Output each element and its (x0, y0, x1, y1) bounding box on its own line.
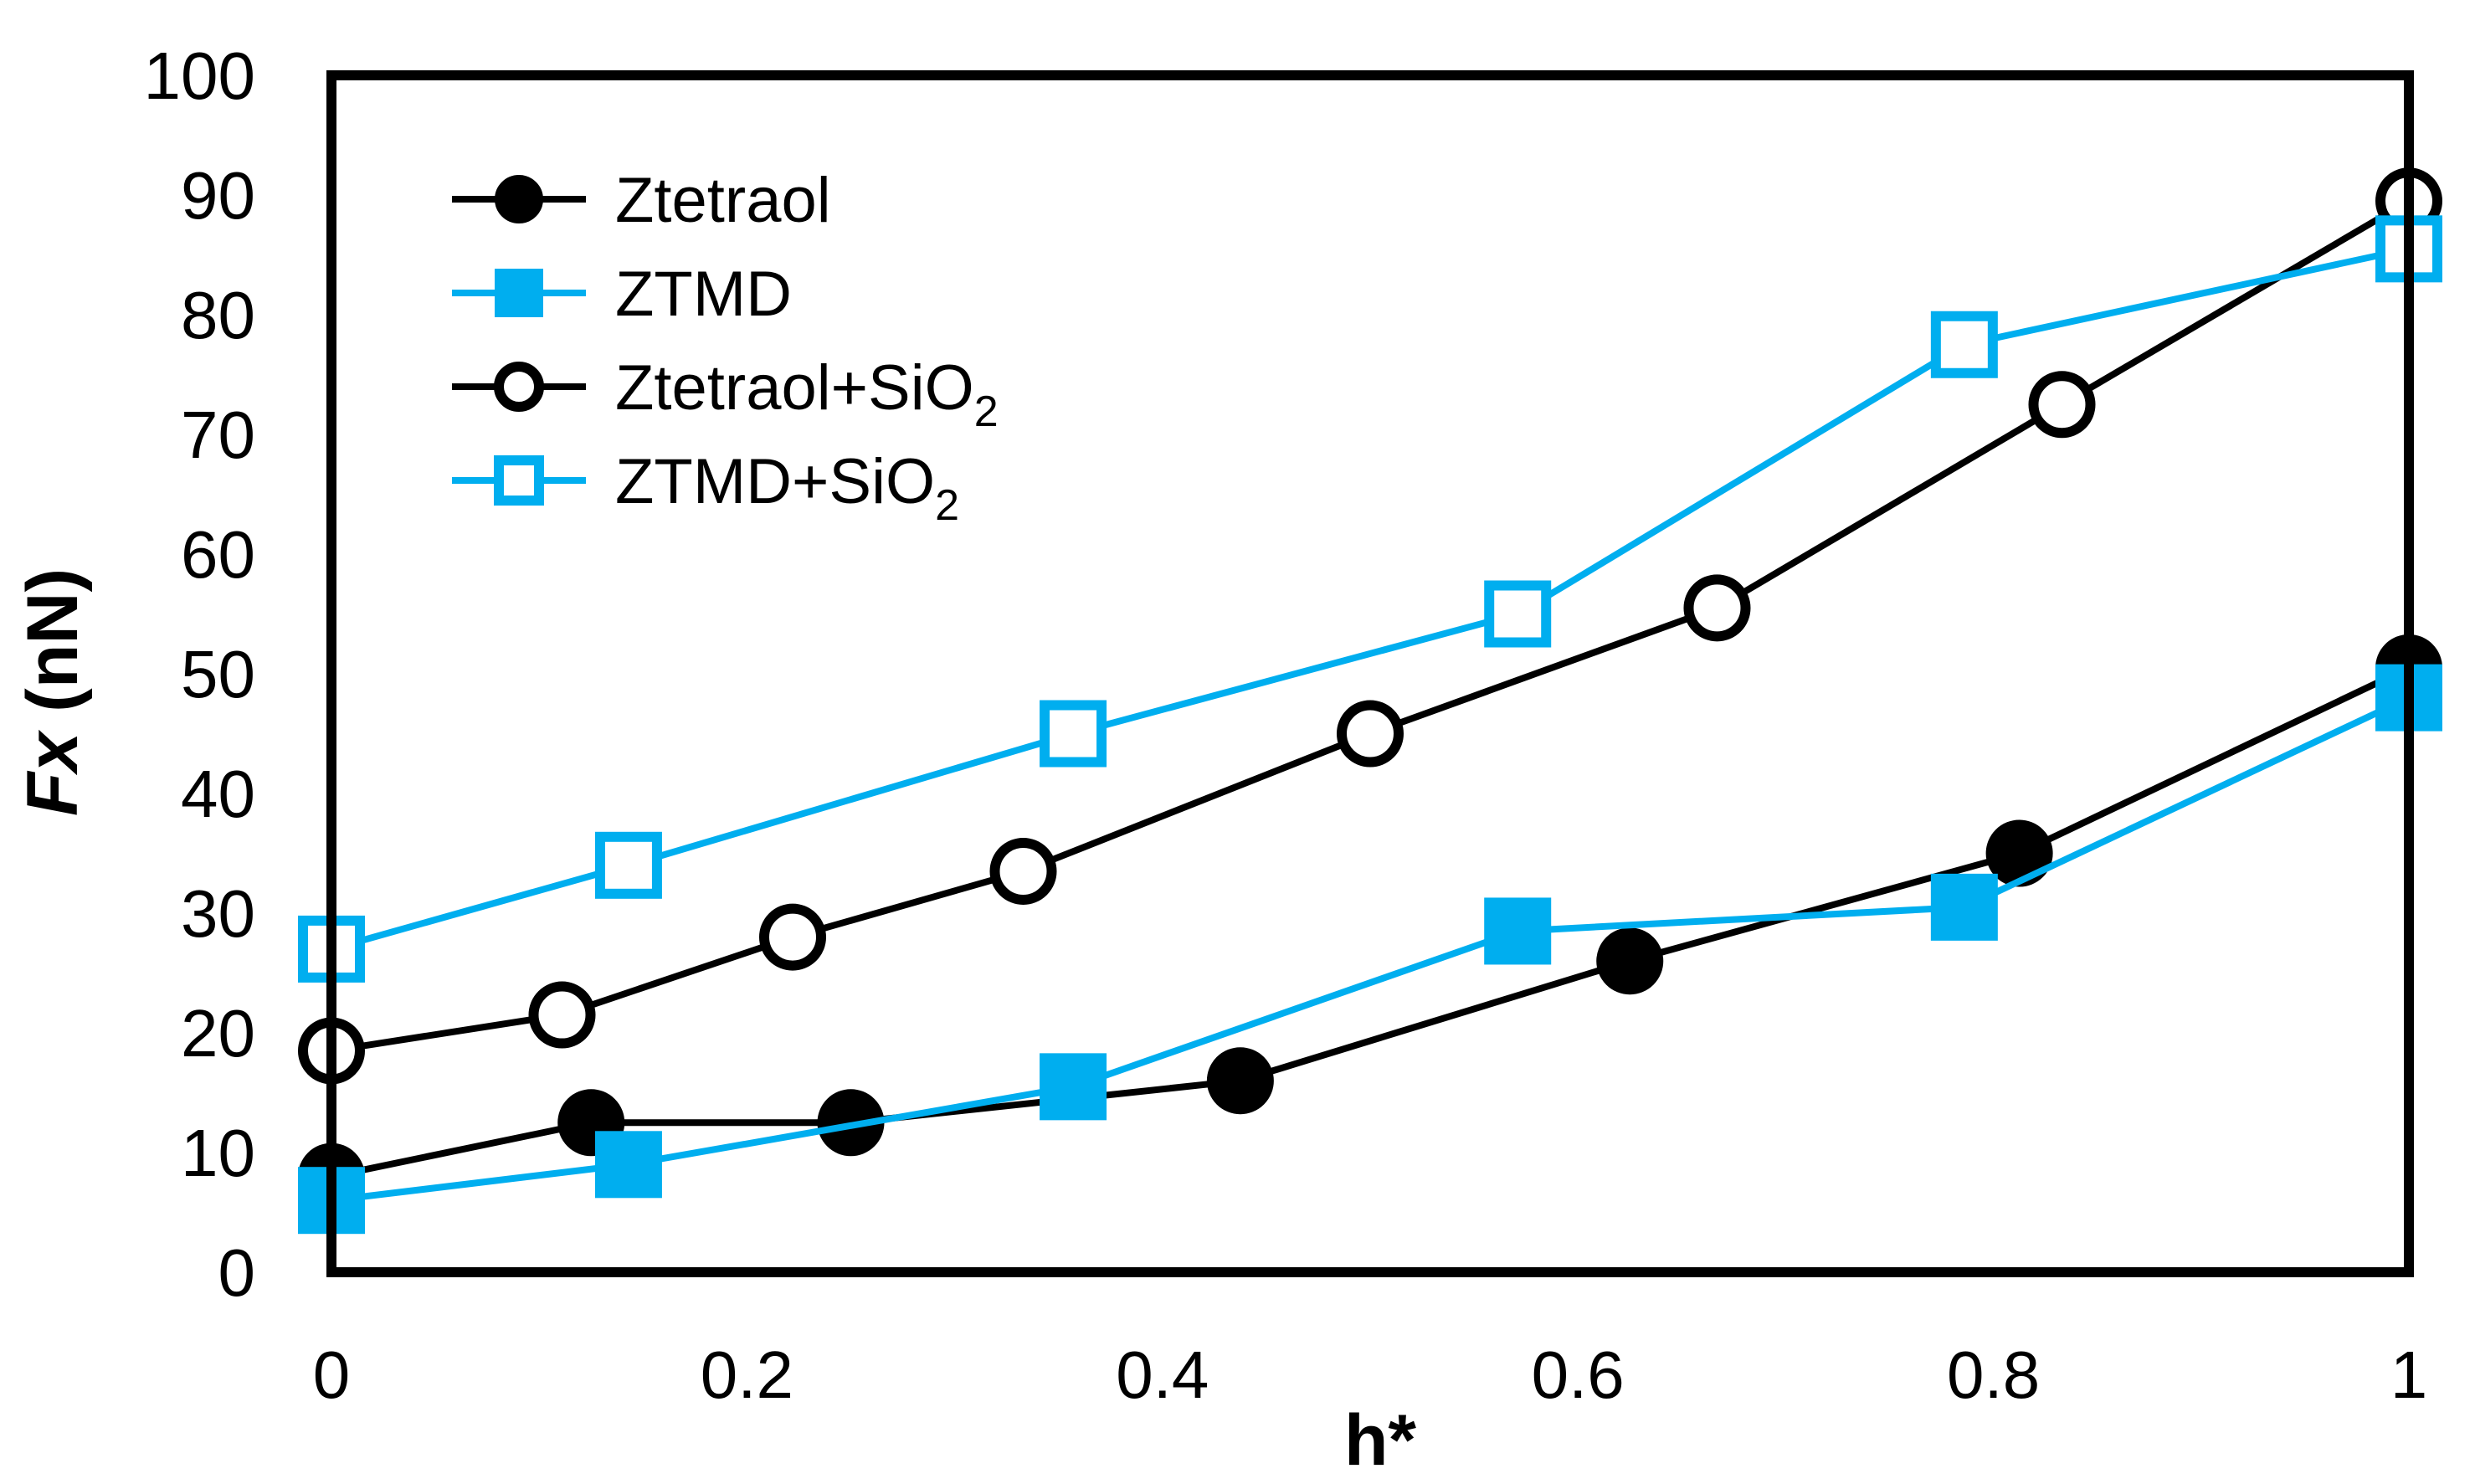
data-point (759, 903, 827, 971)
y-tick-label: 80 (181, 278, 255, 352)
legend-label-subscript: 2 (974, 388, 999, 436)
legend-label-main: ZTMD (615, 259, 792, 330)
series-ztmd-sio2 (298, 215, 2442, 983)
legend-entry: ZTMD (452, 259, 792, 330)
y-tick-label: 20 (181, 996, 255, 1071)
data-point (594, 831, 662, 899)
legend-label-main: Ztetraol+SiO (615, 352, 974, 424)
x-tick-label: 0.6 (1532, 1338, 1625, 1412)
data-point (1484, 897, 1552, 965)
legend-label: ZTMD+SiO2 (615, 446, 959, 530)
series-line (330, 245, 2410, 953)
y-axis-label-unit: (nN) (13, 568, 93, 732)
data-point (594, 1131, 662, 1199)
data-point (528, 981, 596, 1049)
data-point (494, 455, 544, 506)
data-point (1484, 580, 1552, 648)
y-tick-label: 30 (181, 876, 255, 951)
y-tick-label: 60 (181, 517, 255, 592)
data-point (989, 837, 1057, 905)
series-layer (298, 167, 2442, 1235)
data-point (495, 269, 543, 317)
y-tick-label: 40 (181, 757, 255, 831)
data-point (1930, 873, 1998, 941)
data-point (495, 175, 543, 223)
legend-label: Ztetraol+SiO2 (615, 352, 999, 436)
y-axis-label: Fx (nN) (13, 568, 93, 816)
x-tick-label: 1 (2390, 1338, 2428, 1412)
data-point (494, 362, 544, 412)
data-point (1930, 311, 1998, 378)
legend-entry: Ztetraol (452, 165, 831, 236)
legend-label-main: Ztetraol (615, 165, 831, 236)
y-tick-label: 70 (181, 398, 255, 472)
y-tick-label: 90 (181, 158, 255, 233)
y-tick-label: 50 (181, 637, 255, 711)
x-tick-label: 0.8 (1947, 1338, 2040, 1412)
y-tick-label: 10 (181, 1116, 255, 1190)
data-point (1985, 819, 2053, 887)
y-tick-label: 100 (144, 39, 255, 113)
legend-entry: Ztetraol+SiO2 (452, 352, 999, 436)
series-line (331, 198, 2411, 1055)
series-ztetraol-sio2 (298, 167, 2442, 1085)
data-point (1337, 700, 1404, 768)
tick-layer: 0 10 20 30 40 50 60 70 80 90 100 0 0.2 0.4 0.6 0.8 1 (144, 39, 2428, 1412)
data-point (1206, 1047, 1274, 1115)
x-tick-label: 0 (313, 1338, 351, 1412)
x-tick-label: 0.4 (1116, 1338, 1209, 1412)
legend-label-main: ZTMD+SiO (615, 446, 935, 517)
legend-label-subscript: 2 (935, 481, 959, 530)
y-tick-label: 0 (218, 1235, 256, 1310)
legend-label: ZTMD (615, 259, 792, 330)
x-axis-label: h* (1344, 1400, 1417, 1481)
data-point (1040, 700, 1107, 768)
data-point (2028, 371, 2096, 439)
legend-label: Ztetraol (615, 165, 831, 236)
data-point (1683, 574, 1751, 642)
legend-entry: ZTMD+SiO2 (452, 446, 959, 530)
y-axis-label-italic: Fx (13, 730, 93, 817)
series-ztetraol (298, 634, 2442, 1210)
x-tick-label: 0.2 (701, 1338, 793, 1412)
data-point (1040, 1053, 1107, 1121)
data-point (1596, 927, 1664, 995)
plot-frame (326, 70, 2414, 1277)
series-line (331, 694, 2411, 1204)
